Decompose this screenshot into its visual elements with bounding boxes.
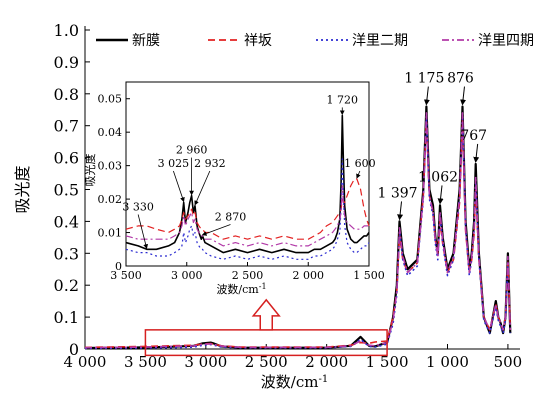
main-annotation-label: 1 062 [418, 169, 458, 185]
inset-y-tick-label: 0.03 [98, 160, 123, 173]
main-y-tick-label: 0.9 [54, 53, 79, 72]
main-series-line [84, 112, 512, 349]
legend-label: 新膜 [132, 33, 160, 49]
main-x-tick-label: 2 000 [305, 353, 348, 371]
legend: 新膜 祥坂 洋里二期 洋里四期 [96, 33, 534, 49]
inset-y-tick-label: 0.05 [98, 93, 123, 106]
legend-label: 洋里四期 [478, 33, 534, 49]
main-y-tick-label: 0.1 [54, 308, 79, 327]
highlight-box [144, 329, 388, 357]
main-x-tick-label: 3 500 [124, 353, 167, 371]
inset-plot: 0 0.01 0.02 0.03 0.04 0.05 3 500 3 000 2 500 2 0… [83, 81, 385, 297]
main-y-label: 吸光度 [13, 165, 32, 213]
main-annotation-label: 1 397 [377, 185, 417, 201]
main-x-tick-label: 2 500 [245, 353, 288, 371]
main-x-tick-label: 4 000 [64, 353, 107, 371]
inset-annotation-label: 2 870 [215, 211, 247, 224]
main-annotations: 1 397 1 175 1 062 876 767 [377, 71, 487, 221]
main-annotation-label: 876 [447, 71, 474, 87]
inset-y-tick-label: 0.04 [98, 126, 123, 139]
main-x-label: 波数/cm-1 [261, 373, 328, 391]
inset-annotation-arrow [137, 214, 149, 250]
inset-annotation-label: 1 600 [344, 157, 376, 170]
main-y-tick-label: 0.8 [54, 85, 79, 104]
inset-x-tick-label: 2 500 [232, 269, 264, 282]
main-y-tick-label: 0.3 [54, 244, 79, 263]
zoom-arrow-icon [251, 298, 281, 331]
main-x-tick-label: 3 000 [184, 353, 227, 371]
inset-x-tick-label: 3 000 [171, 269, 203, 282]
inset-annotation-arrow [173, 170, 185, 203]
inset-x-label: 波数/cm-1 [216, 282, 266, 297]
inset-series-line [125, 158, 370, 260]
inset-annotation-arrow [201, 224, 231, 236]
main-x-ticks: 4 000 3 500 3 000 2 500 2 000 1 500 1 000 500 [64, 344, 523, 371]
inset-x-ticks: 3 500 3 000 2 500 2 000 1 500 [110, 262, 385, 282]
inset-annotation-arrow [356, 170, 361, 179]
inset-y-tick-label: 0.01 [98, 227, 123, 240]
legend-label: 祥坂 [244, 33, 272, 49]
inset-y-label: 吸光度 [83, 154, 97, 187]
inset-y-tick-label: 0 [115, 260, 122, 273]
main-y-tick-label: 0.2 [54, 276, 79, 295]
main-x-tick-label: 500 [494, 353, 523, 371]
main-annotation-arrow [473, 143, 480, 163]
main-plot: 0 0.1 0.2 0.3 0.4 0.5 0.6 0.7 0.8 0.9 1.0 4 000 3 5… [13, 21, 522, 391]
inset-background [125, 81, 370, 267]
main-y-tick-label: 0.6 [54, 149, 79, 168]
main-series [84, 105, 512, 350]
legend-label: 洋里二期 [352, 33, 408, 49]
main-annotation-arrow [437, 185, 444, 205]
main-y-tick-label: 1.0 [54, 21, 79, 40]
inset-x-tick-label: 3 500 [110, 269, 142, 282]
main-annotation-label: 767 [460, 128, 487, 144]
main-annotation-arrow [397, 201, 404, 221]
inset-annotation-label: 3 025 [158, 157, 190, 170]
inset-y-ticks: 0 0.01 0.02 0.03 0.04 0.05 [98, 93, 130, 273]
main-y-tick-label: 0.7 [54, 117, 79, 136]
main-y-ticks: 0 0.1 0.2 0.3 0.4 0.5 0.6 0.7 0.8 0.9 1.0 [54, 21, 90, 359]
inset-annotation-label: 2 960 [176, 144, 208, 157]
inset-series-line [125, 178, 370, 240]
inset-annotation-arrow [194, 170, 211, 206]
inset-series-line [125, 114, 370, 254]
main-annotation-arrow [460, 86, 467, 106]
inset-y-tick-label: 0.02 [98, 193, 123, 206]
inset-annotation-label: 3 330 [122, 200, 154, 213]
inset-annotation-label: 2 932 [194, 157, 226, 170]
inset-x-tick-label: 1 500 [353, 269, 385, 282]
inset-series-line [125, 185, 369, 247]
main-series-line [84, 115, 512, 350]
main-y-tick-label: 0 [69, 340, 79, 359]
inset-x-tick-label: 2 000 [293, 269, 325, 282]
main-annotation-label: 1 175 [404, 71, 444, 87]
inset-series [125, 114, 370, 260]
main-x-tick-label: 1 500 [366, 353, 409, 371]
main-y-tick-label: 0.4 [54, 212, 79, 231]
main-x-tick-label: 1 000 [426, 353, 469, 371]
main-annotation-arrow [423, 86, 430, 106]
inset-annotation-label: 1 720 [327, 93, 359, 106]
main-y-tick-label: 0.5 [54, 181, 79, 200]
